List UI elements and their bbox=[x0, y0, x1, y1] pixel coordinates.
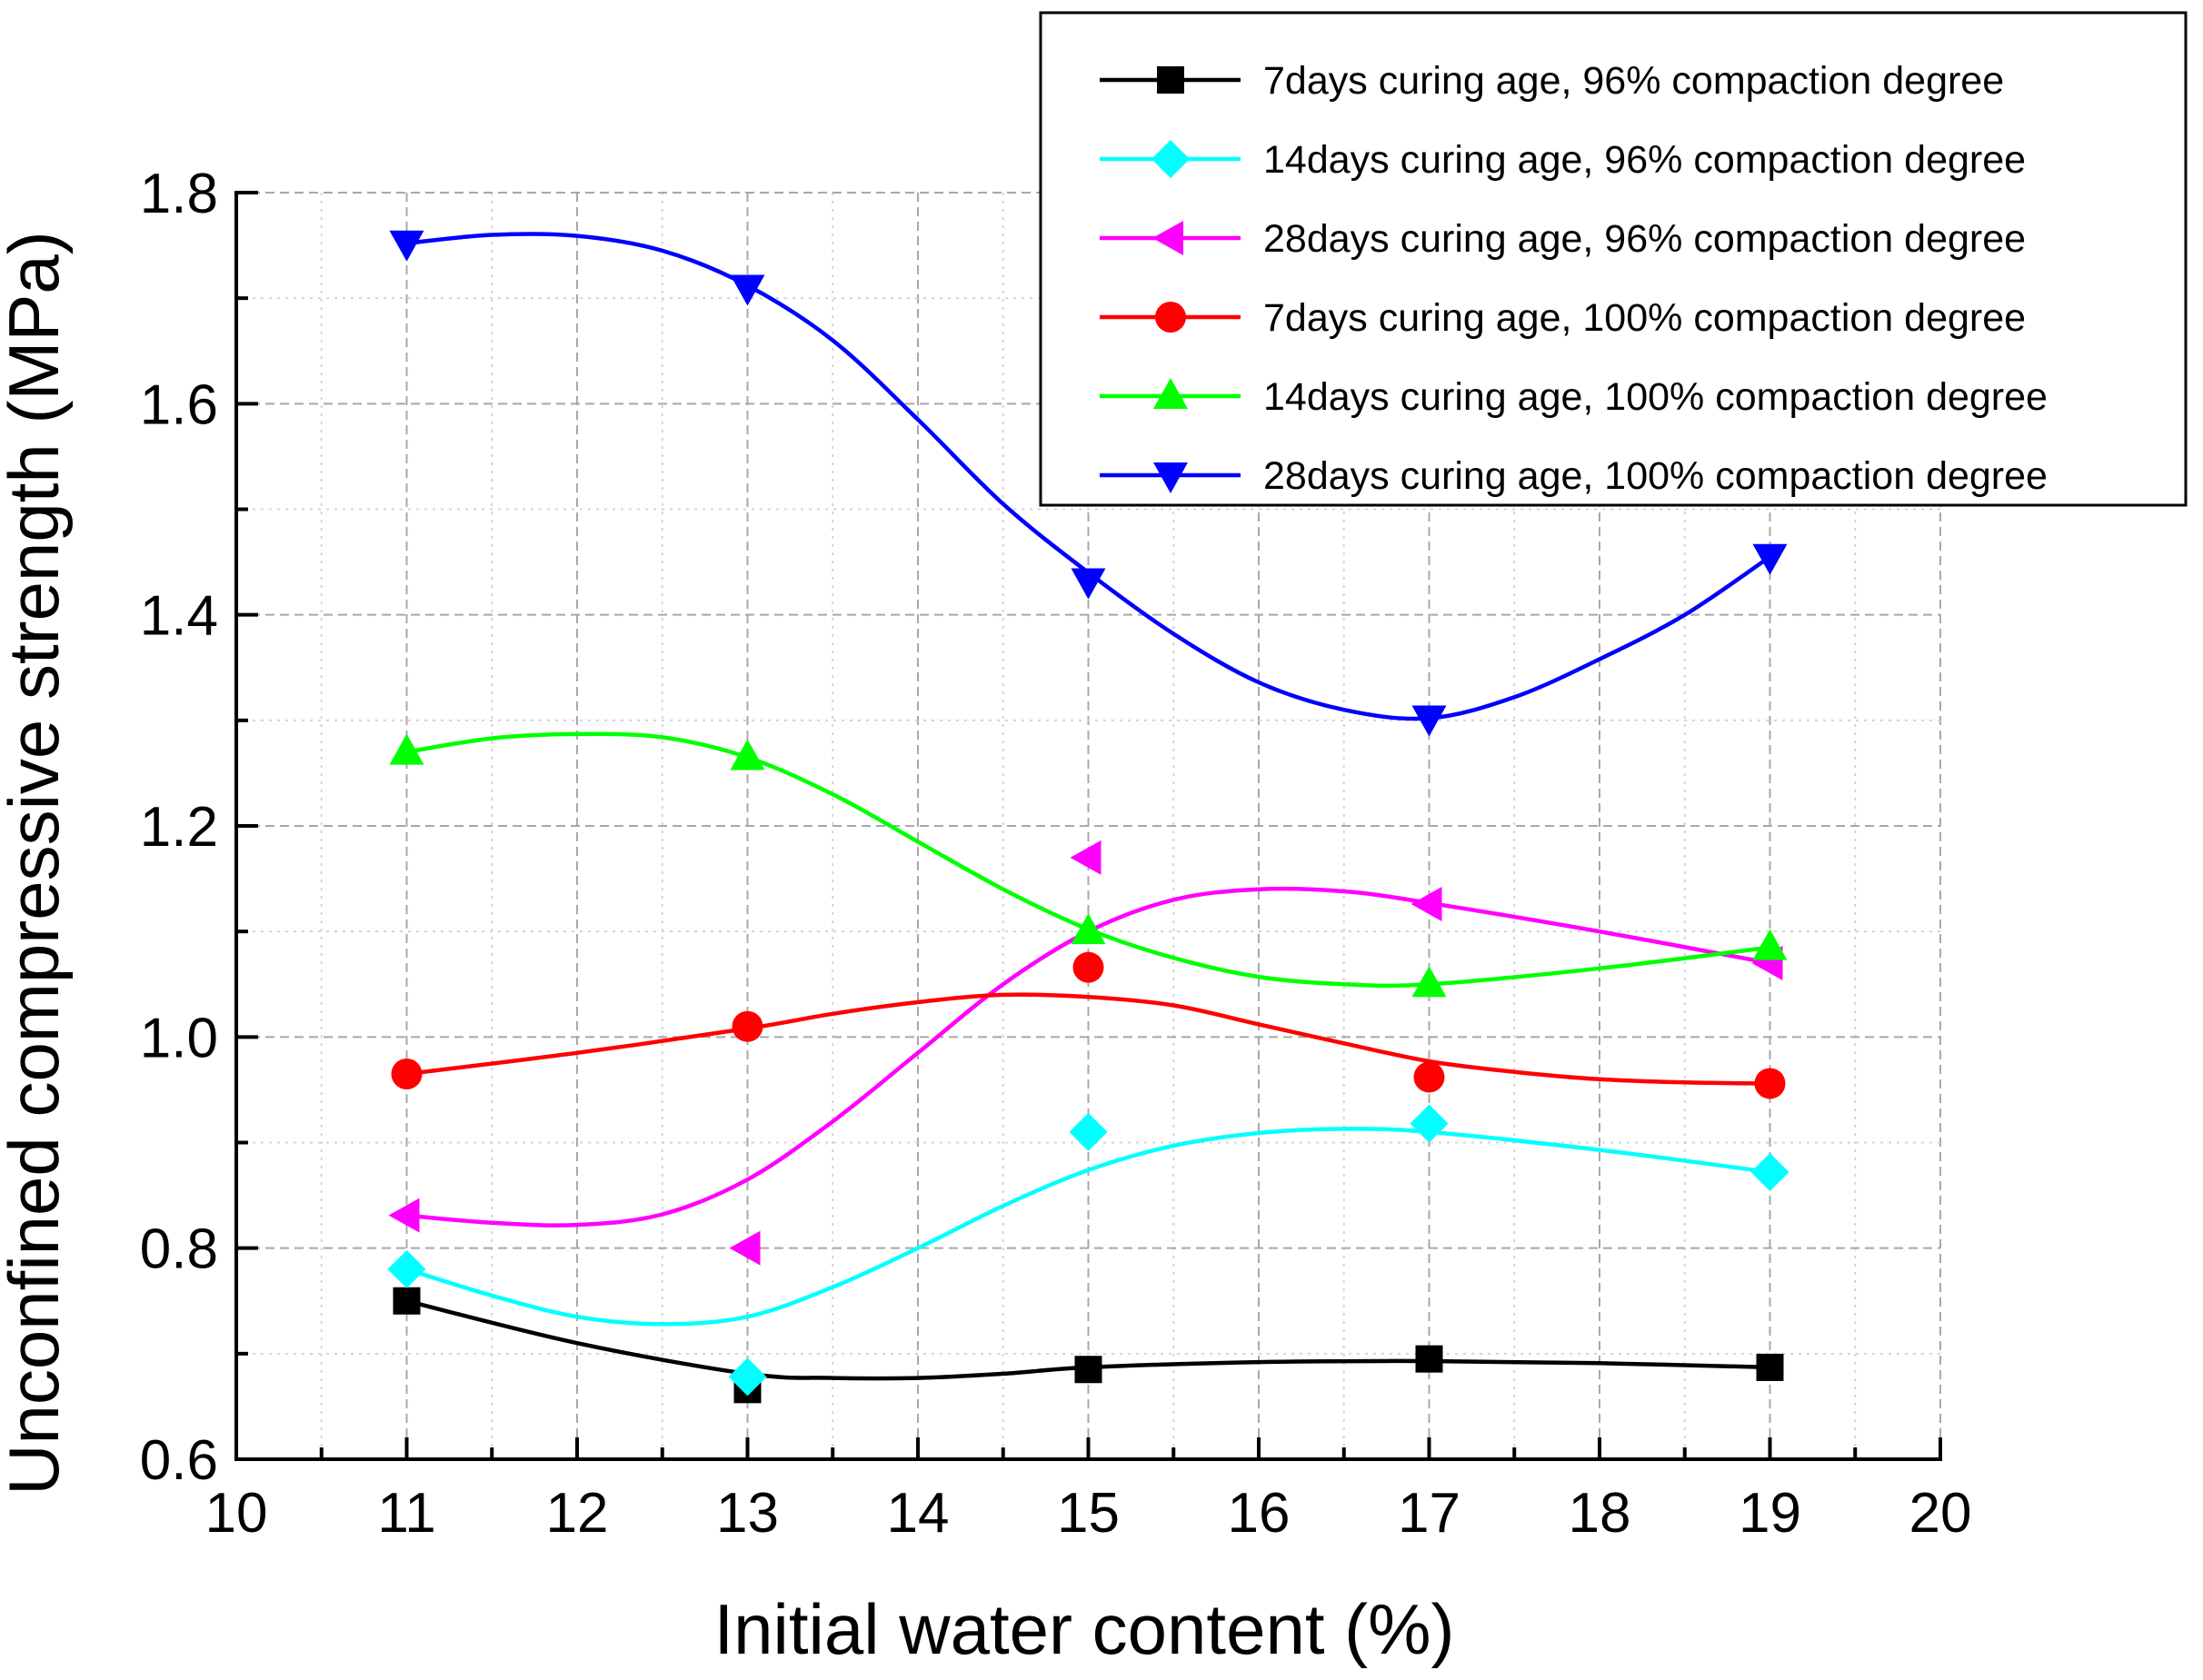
data-point-series-3 bbox=[1411, 886, 1442, 921]
data-point-series-4 bbox=[1072, 951, 1104, 983]
legend-marker-swatch bbox=[1155, 302, 1186, 333]
y-tick-label: 0.6 bbox=[140, 1429, 218, 1492]
series-group-1 bbox=[393, 1287, 1784, 1404]
legend-marker-swatch bbox=[1153, 378, 1188, 409]
x-tick-label: 18 bbox=[1569, 1482, 1631, 1545]
series-line-2 bbox=[405, 1127, 1770, 1327]
x-axis-title: Initial water content (%) bbox=[713, 1589, 1454, 1669]
data-point-series-4 bbox=[391, 1058, 423, 1089]
series-group-3 bbox=[388, 840, 1783, 1266]
y-tick-label: 1.8 bbox=[140, 163, 218, 225]
legend-frame bbox=[1039, 11, 2188, 507]
y-tick-label: 0.8 bbox=[140, 1218, 218, 1281]
data-point-series-5 bbox=[1071, 913, 1106, 945]
legend-marker-swatch bbox=[1151, 140, 1190, 178]
labels-layer: Initial water content (%) Unconfined com… bbox=[0, 163, 1971, 1669]
y-tick-label: 1.6 bbox=[140, 373, 218, 436]
legend-marker-swatch bbox=[1157, 66, 1184, 94]
data-point-series-2 bbox=[387, 1249, 426, 1288]
data-point-series-5 bbox=[1752, 929, 1788, 960]
series-group-2 bbox=[387, 1104, 1789, 1397]
data-point-series-3 bbox=[729, 1230, 761, 1266]
data-point-series-2 bbox=[1410, 1104, 1449, 1143]
series-group-4 bbox=[391, 951, 1786, 1099]
legend-item: 28days curing age, 100% compaction degre… bbox=[1100, 454, 2048, 498]
x-tick-label: 16 bbox=[1228, 1482, 1291, 1545]
series-group-6 bbox=[389, 230, 1788, 737]
legend-item: 7days curing age, 100% compaction degree bbox=[1100, 296, 2026, 340]
x-tick-label: 12 bbox=[546, 1482, 609, 1545]
series-layer bbox=[387, 230, 1789, 1404]
y-tick-label: 1.0 bbox=[140, 1007, 218, 1069]
legend-marker-swatch bbox=[1153, 462, 1188, 493]
legend-label: 7days curing age, 96% compaction degree bbox=[1263, 59, 2004, 103]
y-tick-label: 1.4 bbox=[140, 585, 218, 648]
data-point-series-2 bbox=[1750, 1153, 1789, 1192]
data-point-series-5 bbox=[730, 739, 765, 770]
x-tick-label: 14 bbox=[887, 1482, 950, 1545]
axes-layer bbox=[234, 191, 1942, 1461]
x-tick-label: 15 bbox=[1057, 1482, 1120, 1545]
data-point-series-2 bbox=[1069, 1112, 1108, 1151]
series-line-4 bbox=[406, 992, 1770, 1086]
x-tick-label: 11 bbox=[377, 1482, 435, 1545]
x-tick-label: 13 bbox=[716, 1482, 779, 1545]
legend-item: 7days curing age, 96% compaction degree bbox=[1100, 59, 2004, 103]
legend-marker-swatch bbox=[1152, 221, 1183, 255]
x-tick-label: 19 bbox=[1739, 1482, 1801, 1545]
data-point-series-4 bbox=[732, 1010, 763, 1042]
data-point-series-1 bbox=[1074, 1356, 1102, 1384]
series-line-1 bbox=[405, 1298, 1770, 1381]
data-point-series-6 bbox=[730, 274, 765, 306]
y-tick-label: 1.2 bbox=[140, 796, 218, 859]
legend-label: 28days curing age, 96% compaction degree bbox=[1263, 217, 2026, 261]
legend-item: 14days curing age, 96% compaction degree bbox=[1100, 138, 2026, 182]
y-axis-title: Unconfined compressive strength (MPa) bbox=[0, 231, 74, 1496]
legend-label: 28days curing age, 100% compaction degre… bbox=[1263, 454, 2048, 498]
data-point-series-6 bbox=[1752, 543, 1788, 575]
data-point-series-6 bbox=[1071, 568, 1106, 600]
data-point-series-1 bbox=[1756, 1353, 1784, 1381]
legend: 7days curing age, 96% compaction degree 1… bbox=[1039, 11, 2188, 507]
x-tick-label: 17 bbox=[1398, 1482, 1460, 1545]
x-tick-label: 10 bbox=[205, 1482, 268, 1545]
data-point-series-5 bbox=[1411, 966, 1447, 998]
data-point-series-4 bbox=[1413, 1061, 1445, 1093]
series-group-5 bbox=[389, 731, 1788, 998]
data-point-series-3 bbox=[1070, 840, 1102, 875]
legend-label: 14days curing age, 100% compaction degre… bbox=[1263, 375, 2048, 419]
legend-item: 28days curing age, 96% compaction degree bbox=[1100, 217, 2026, 261]
data-point-series-5 bbox=[389, 733, 424, 765]
legend-item: 14days curing age, 100% compaction degre… bbox=[1100, 375, 2048, 419]
x-tick-label: 20 bbox=[1909, 1482, 1972, 1545]
data-point-series-6 bbox=[1411, 705, 1447, 737]
data-point-series-4 bbox=[1754, 1068, 1786, 1099]
data-point-series-2 bbox=[728, 1357, 767, 1397]
legend-label: 7days curing age, 100% compaction degree bbox=[1263, 296, 2026, 340]
data-point-series-6 bbox=[389, 230, 424, 262]
legend-label: 14days curing age, 96% compaction degree bbox=[1263, 138, 2026, 182]
data-point-series-1 bbox=[1415, 1345, 1443, 1373]
data-point-series-1 bbox=[393, 1287, 421, 1315]
data-point-series-3 bbox=[388, 1198, 420, 1233]
